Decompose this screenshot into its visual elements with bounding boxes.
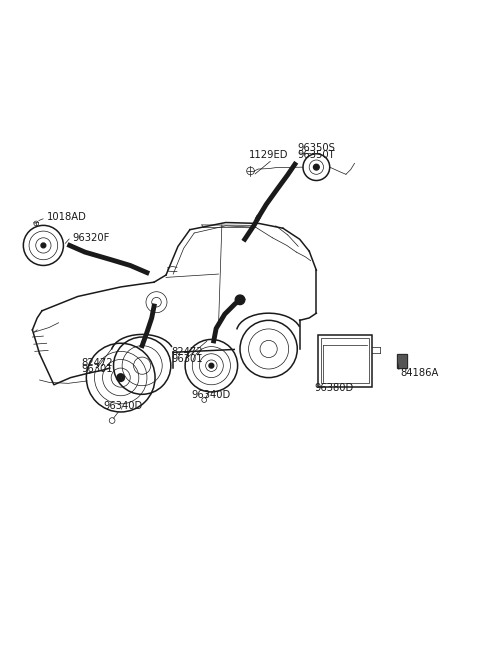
Text: 96380D: 96380D [315, 383, 354, 393]
Text: 96301: 96301 [82, 364, 113, 375]
Text: 96350S: 96350S [297, 143, 335, 153]
Text: 96340D: 96340D [192, 390, 231, 400]
Text: 96301: 96301 [171, 354, 203, 364]
Text: 1129ED: 1129ED [249, 149, 288, 160]
Circle shape [235, 295, 245, 305]
Text: 96340D: 96340D [104, 401, 143, 411]
Circle shape [117, 374, 124, 381]
Bar [318, 335, 372, 387]
Text: 82472: 82472 [82, 358, 113, 367]
Text: 96350T: 96350T [297, 149, 335, 160]
Bar [397, 354, 407, 367]
Text: 82472: 82472 [171, 347, 203, 357]
Text: 96320F: 96320F [72, 233, 109, 242]
Circle shape [313, 164, 319, 170]
Circle shape [41, 243, 46, 248]
Bar [322, 339, 369, 383]
Text: 84186A: 84186A [400, 368, 439, 378]
Bar [397, 354, 407, 367]
Text: 1018AD: 1018AD [47, 212, 86, 221]
Circle shape [209, 364, 214, 368]
